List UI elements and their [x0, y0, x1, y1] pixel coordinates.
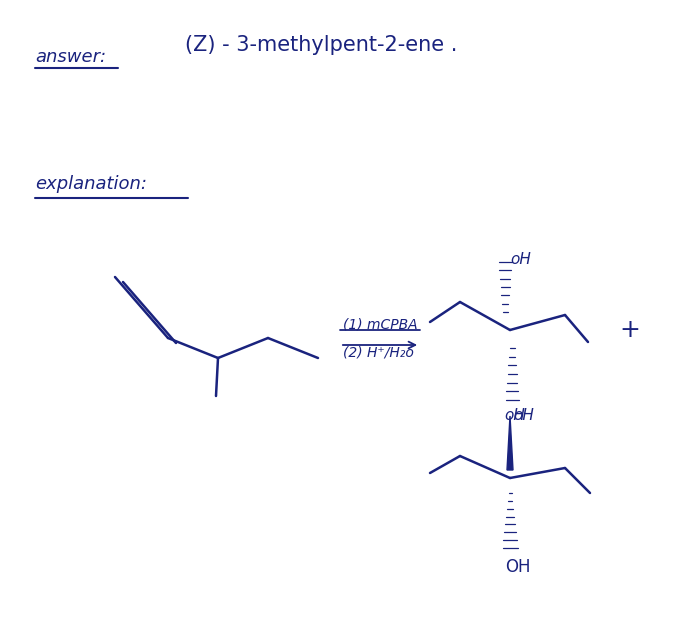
Text: +: + [619, 318, 640, 342]
Text: oH: oH [513, 408, 534, 423]
Text: answer:: answer: [35, 48, 106, 66]
Text: (2) H⁺/H₂o: (2) H⁺/H₂o [343, 345, 414, 359]
Text: (Z) - 3-methylpent-2-ene .: (Z) - 3-methylpent-2-ene . [185, 35, 457, 55]
Text: OH: OH [505, 558, 531, 576]
Text: oH: oH [504, 408, 525, 423]
Text: (1) mCPBA: (1) mCPBA [343, 318, 418, 332]
Polygon shape [507, 416, 513, 470]
Text: explanation:: explanation: [35, 175, 147, 193]
Text: oH: oH [510, 252, 531, 267]
